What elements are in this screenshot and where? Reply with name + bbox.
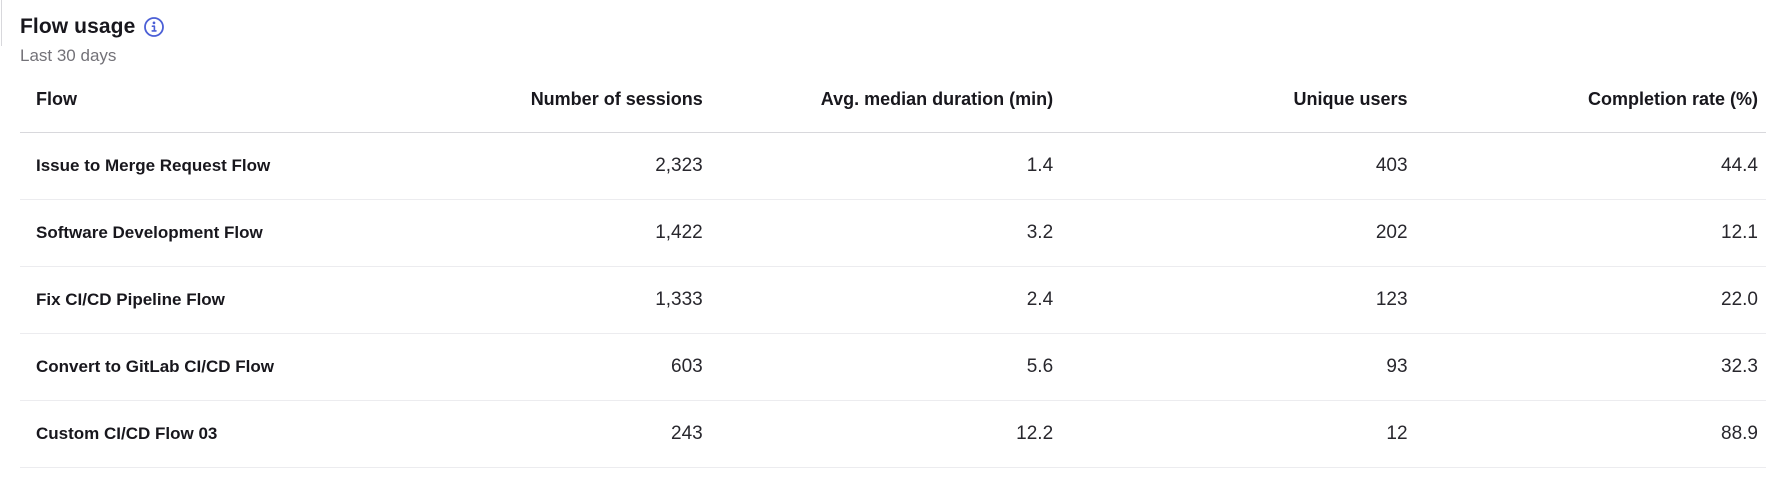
info-icon-glyph (144, 17, 165, 37)
table-row: Software Development Flow 1,422 3.2 202 … (20, 199, 1766, 267)
completion-rate-value: 88.9 (1415, 400, 1766, 468)
unique-users-value: 93 (1061, 333, 1416, 401)
column-header-sessions: Number of sessions (360, 66, 711, 133)
flow-name: Custom CI/CD Flow 03 (20, 400, 361, 468)
column-header-unique-users: Unique users (1061, 66, 1416, 133)
page-title: Flow usage (20, 15, 136, 38)
unique-users-value: 403 (1061, 132, 1416, 200)
completion-rate-value: 32.3 (1415, 333, 1766, 401)
table-row: Fix CI/CD Pipeline Flow 1,333 2.4 123 22… (20, 266, 1766, 334)
info-icon[interactable] (143, 16, 165, 38)
flow-name: Issue to Merge Request Flow (20, 132, 361, 200)
flow-name: Convert to GitLab CI/CD Flow (20, 333, 361, 401)
table-header: Flow Number of sessions Avg. median dura… (20, 66, 1766, 133)
completion-rate-value: 12.1 (1415, 199, 1766, 267)
completion-rate-value: 44.4 (1415, 132, 1766, 200)
column-header-duration: Avg. median duration (min) (710, 66, 1062, 133)
completion-rate-value: 22.0 (1415, 266, 1766, 334)
sessions-value: 603 (360, 333, 711, 401)
flow-name: Fix CI/CD Pipeline Flow (20, 266, 361, 334)
flow-name: Software Development Flow (20, 199, 361, 267)
table-row: Custom CI/CD Flow 03 243 12.2 12 88.9 (20, 400, 1766, 468)
duration-value: 1.4 (710, 132, 1062, 200)
sessions-value: 1,422 (360, 199, 711, 267)
duration-value: 2.4 (710, 266, 1062, 334)
unique-users-value: 202 (1061, 199, 1416, 267)
sessions-value: 1,333 (360, 266, 711, 334)
panel-header: Flow usage (20, 14, 1766, 40)
sessions-value: 2,323 (360, 132, 711, 200)
duration-value: 3.2 (710, 199, 1062, 267)
column-header-completion-rate: Completion rate (%) (1415, 66, 1766, 133)
table-row: Convert to GitLab CI/CD Flow 603 5.6 93 … (20, 333, 1766, 401)
unique-users-value: 123 (1061, 266, 1416, 334)
date-range-subtitle: Last 30 days (20, 46, 117, 65)
unique-users-value: 12 (1061, 400, 1416, 468)
flow-usage-table: Flow Number of sessions Avg. median dura… (20, 66, 1766, 468)
table-header-row: Flow Number of sessions Avg. median dura… (20, 66, 1766, 133)
sessions-value: 243 (360, 400, 711, 468)
table-row: Issue to Merge Request Flow 2,323 1.4 40… (20, 132, 1766, 200)
table-body: Issue to Merge Request Flow 2,323 1.4 40… (20, 132, 1766, 468)
duration-value: 12.2 (710, 400, 1062, 468)
panel-edge-divider (1, 0, 2, 46)
column-header-flow: Flow (20, 66, 361, 133)
duration-value: 5.6 (710, 333, 1062, 401)
